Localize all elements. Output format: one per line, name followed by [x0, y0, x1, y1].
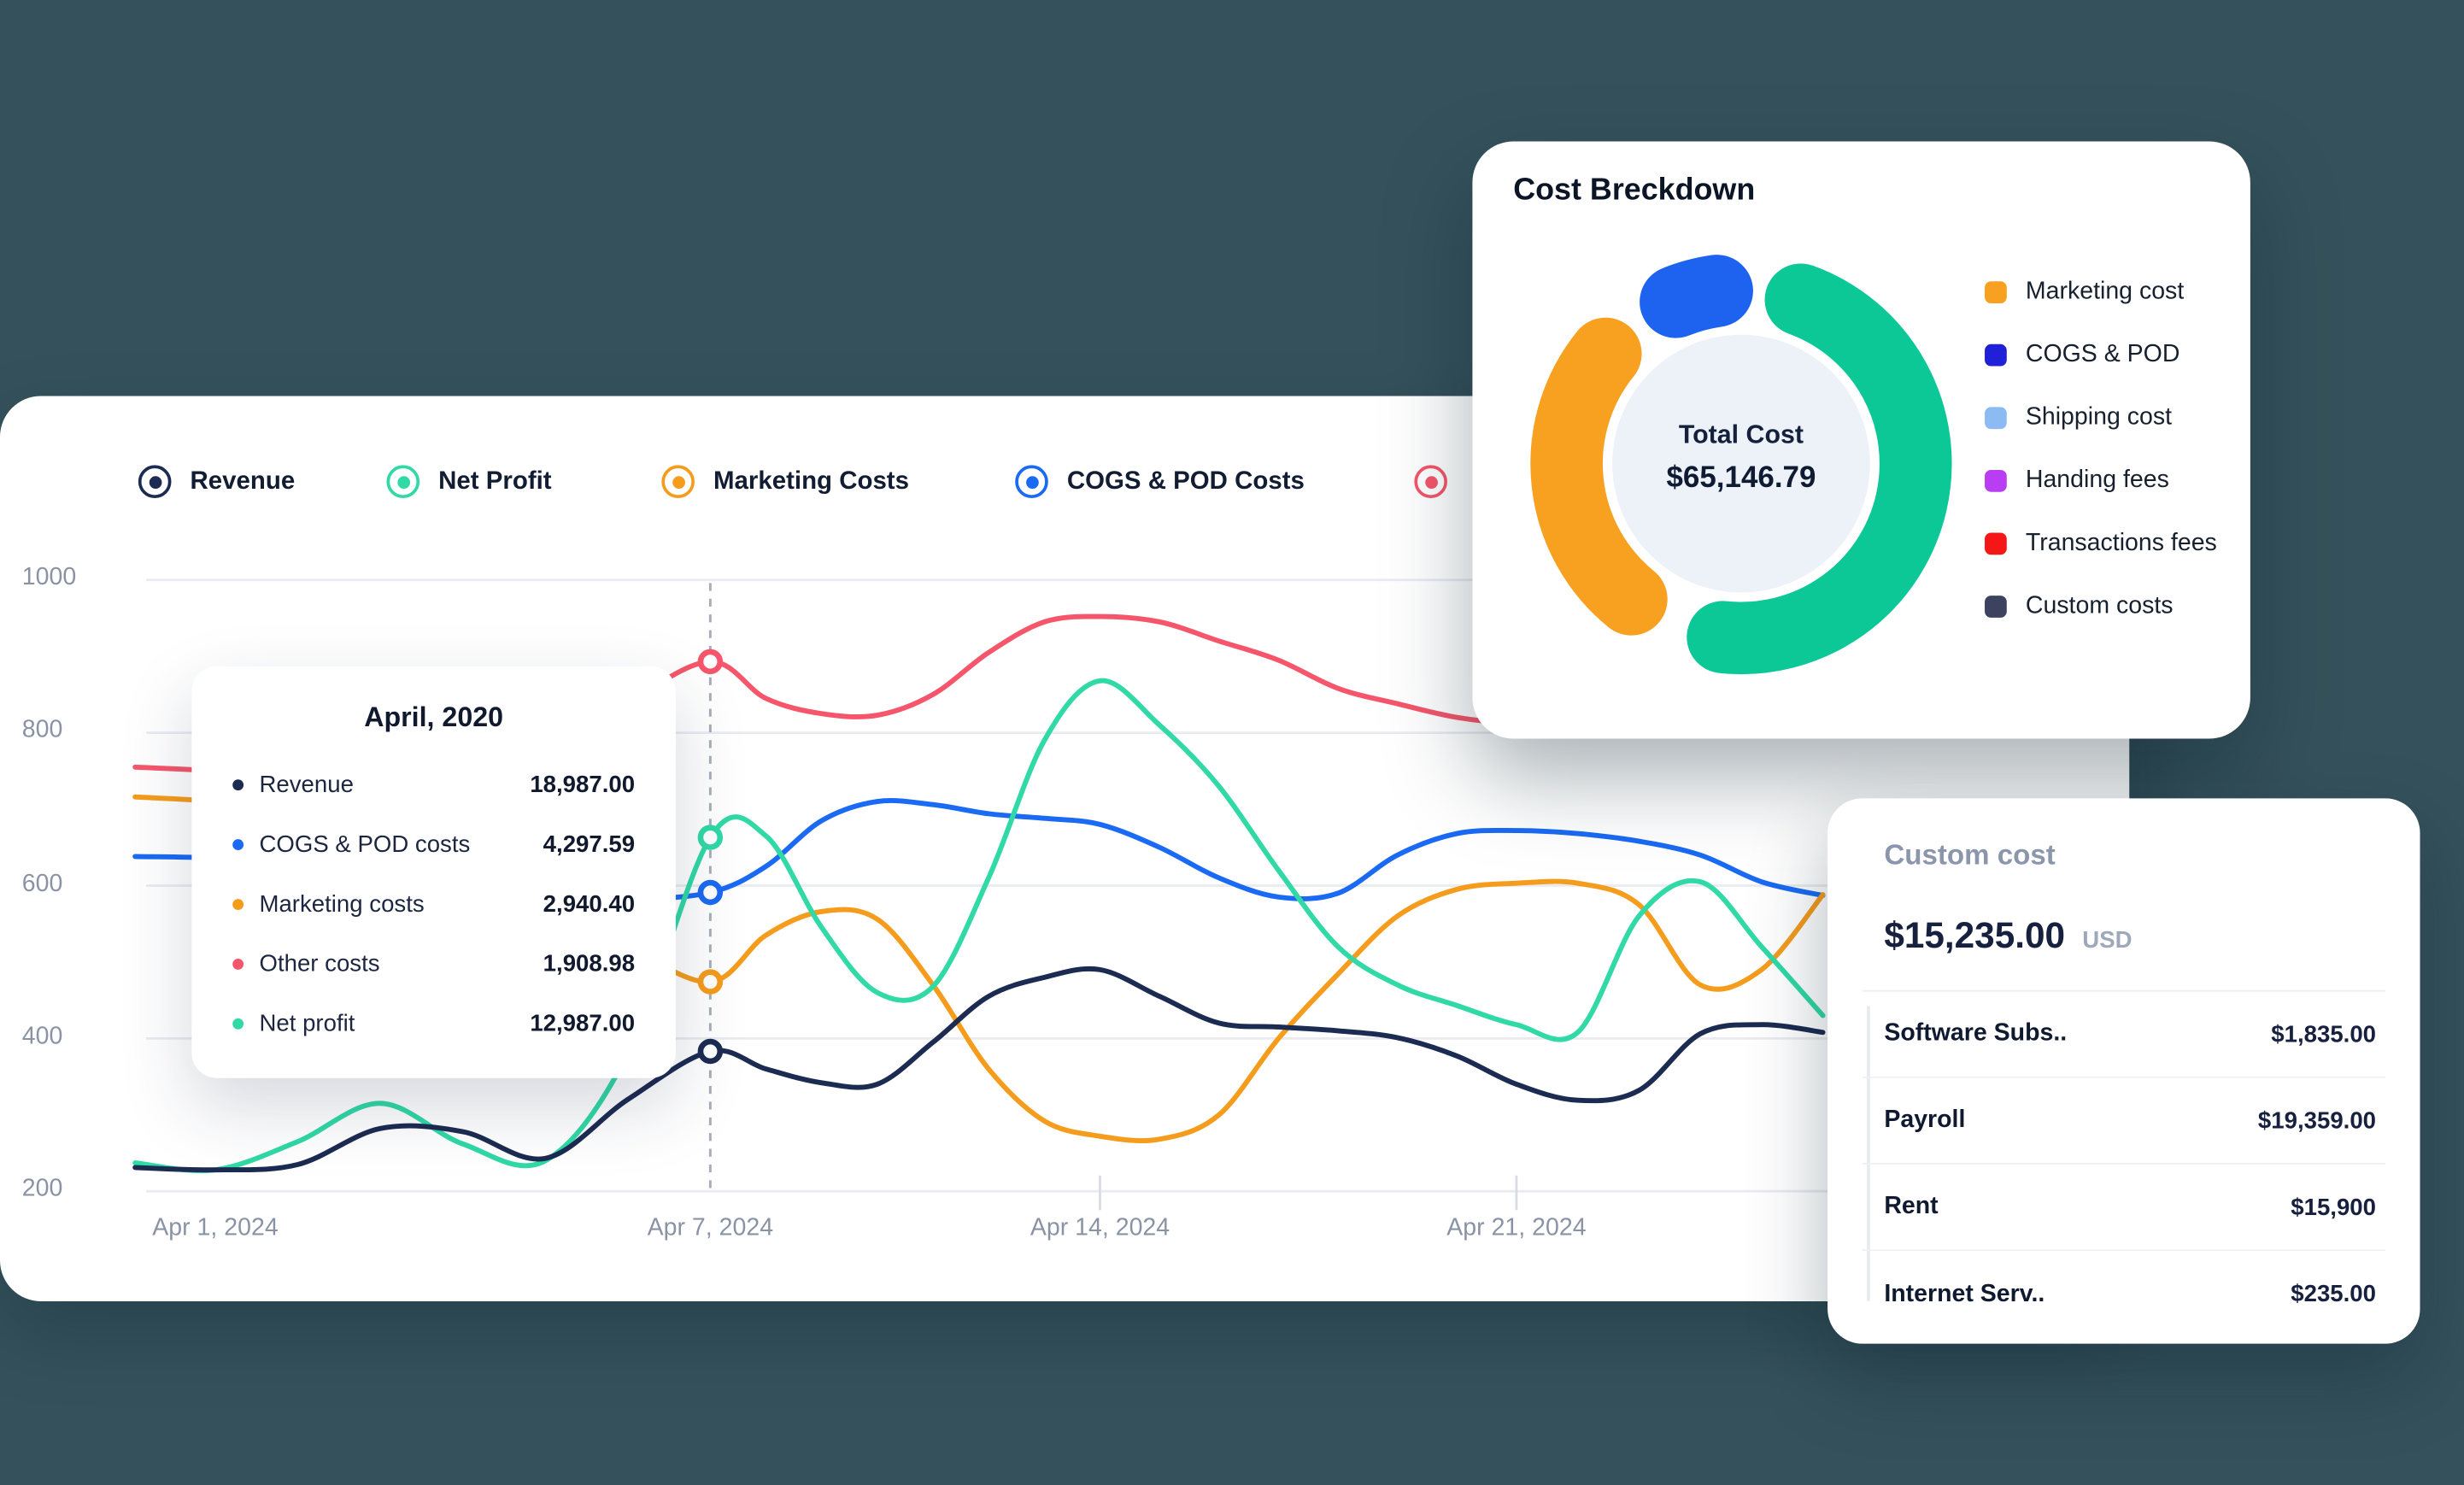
legend-item-marketing-costs[interactable]: Marketing Costs	[661, 465, 909, 499]
tooltip-row: COGS & POD costs 4,297.59	[232, 814, 635, 874]
net-profit-ring-icon	[386, 465, 420, 499]
y-axis-label: 800	[21, 716, 63, 743]
donut-center: Total Cost $65,146.79	[1616, 421, 1867, 496]
other-costs-ring-icon	[1414, 465, 1447, 499]
custom-costs-swatch-icon	[1985, 596, 2007, 618]
custom-cost-row: Internet Serv.. $235.00	[1863, 1251, 2385, 1337]
x-axis-label: Apr 1, 2024	[152, 1214, 279, 1242]
y-axis-label: 1000	[21, 564, 77, 591]
custom-cost-row: Payroll $19,359.00	[1862, 1078, 2386, 1165]
legend-label: Revenue	[190, 467, 296, 495]
row-value: $15,900	[2291, 1193, 2377, 1221]
tooltip-row: Net profit 12,987.00	[232, 993, 635, 1053]
y-axis-label: 600	[21, 870, 63, 898]
tooltip-row-label: COGS & POD costs	[259, 831, 471, 858]
currency-label: USD	[2082, 927, 2133, 954]
tooltip-row-value: 1,908.98	[543, 949, 636, 977]
other-costs-dot-icon	[1424, 475, 1438, 489]
custom-cost-amount: $15,235.00	[1884, 914, 2066, 956]
net-profit-dot-icon	[396, 475, 410, 489]
legend-item-handing-fees[interactable]: Handing fees	[1985, 465, 2217, 496]
x-axis-label: Apr 7, 2024	[647, 1214, 774, 1242]
row-value: $19,359.00	[2257, 1106, 2377, 1135]
shipping-swatch-icon	[1985, 407, 2007, 430]
handing-swatch-icon	[1985, 469, 2007, 492]
donut-legend: Marketing cost COGS & POD Shipping cost …	[1985, 277, 2217, 654]
tooltip-row-label: Net profit	[259, 1009, 355, 1037]
other-costs-dot-icon	[232, 958, 244, 969]
legend-item-net-profit[interactable]: Net Profit	[386, 465, 552, 499]
cogs-dot-icon	[1025, 475, 1038, 489]
cogs-swatch-icon	[1985, 343, 2007, 367]
legend-item-revenue[interactable]: Revenue	[138, 465, 296, 499]
custom-cost-list: Software Subs.. $1,835.00 Payroll $19,35…	[1862, 989, 2386, 1337]
cost-breakdown-title: Cost Breckdown	[1513, 173, 1756, 208]
total-cost-value: $65,146.79	[1666, 461, 1816, 496]
cogs-ring-icon	[1015, 465, 1048, 499]
revenue-dot-icon	[148, 475, 161, 489]
tooltip-row-label: Revenue	[259, 771, 354, 798]
row-value: $235.00	[2291, 1281, 2377, 1308]
tooltip-row-value: 4,297.59	[543, 831, 636, 858]
tooltip-row-value: 12,987.00	[530, 1009, 636, 1037]
x-axis-label: Apr 14, 2024	[1030, 1214, 1170, 1242]
revenue-ring-icon	[138, 465, 172, 499]
transactions-swatch-icon	[1985, 532, 2007, 555]
legend-item-other-costs[interactable]	[1414, 465, 1466, 499]
chart-tooltip: April, 2020 Revenue 18,987.00 COGS & POD…	[191, 666, 676, 1078]
legend-item-cogs-pod[interactable]: COGS & POD	[1985, 339, 2217, 371]
legend-item-custom-costs[interactable]: Custom costs	[1985, 591, 2217, 623]
legend-item-shipping-cost[interactable]: Shipping cost	[1985, 402, 2217, 434]
legend-label: Net Profit	[438, 467, 552, 495]
legend-label: Marketing Costs	[713, 467, 909, 495]
custom-cost-row: Rent $15,900	[1862, 1165, 2386, 1252]
total-cost-label: Total Cost	[1678, 420, 1804, 450]
donut-chart	[1530, 255, 1952, 675]
row-value: $1,835.00	[2271, 1020, 2377, 1048]
tooltip-row: Marketing costs 2,940.40	[232, 874, 635, 934]
custom-cost-amount-row: $15,235.00 USD	[1884, 914, 2132, 957]
custom-cost-row: Software Subs.. $1,835.00	[1862, 992, 2386, 1078]
tooltip-row-value: 18,987.00	[530, 771, 636, 798]
marketing-dot-icon	[232, 898, 244, 910]
cost-breakdown-card: Cost Breckdown Total Cost $65,146.79 Mar…	[1472, 141, 2250, 739]
row-label: Payroll	[1884, 1106, 1966, 1134]
cogs-dot-icon	[232, 838, 244, 850]
revenue-dot-icon	[232, 778, 244, 790]
legend-label: COGS & POD Costs	[1066, 467, 1305, 495]
tooltip-row-label: Other costs	[259, 949, 380, 977]
marketing-ring-icon	[661, 465, 695, 499]
tooltip-row: Revenue 18,987.00	[232, 754, 635, 814]
custom-cost-title: Custom cost	[1884, 839, 2056, 871]
custom-cost-card: Custom cost $15,235.00 USD Software Subs…	[1827, 798, 2420, 1344]
row-label: Software Subs..	[1884, 1019, 2068, 1047]
legend-item-cogs-pod-costs[interactable]: COGS & POD Costs	[1015, 465, 1305, 499]
y-axis-label: 200	[21, 1175, 63, 1203]
legend-item-transactions-fees[interactable]: Transactions fees	[1985, 528, 2217, 560]
y-axis-label: 400	[21, 1023, 63, 1050]
legend-item-marketing-cost[interactable]: Marketing cost	[1985, 277, 2217, 308]
marketing-swatch-icon	[1985, 281, 2007, 303]
row-label: Rent	[1884, 1193, 1939, 1220]
tooltip-row-label: Marketing costs	[259, 889, 425, 918]
scroll-indicator[interactable]	[1867, 1006, 1870, 1301]
tooltip-row-value: 2,940.40	[543, 889, 636, 918]
net-profit-dot-icon	[232, 1017, 244, 1029]
x-axis-label: Apr 21, 2024	[1446, 1214, 1587, 1242]
row-label: Internet Serv..	[1884, 1280, 2045, 1307]
tooltip-row: Other costs 1,908.98	[232, 934, 635, 994]
tooltip-title: April, 2020	[364, 701, 504, 733]
marketing-dot-icon	[672, 475, 685, 489]
